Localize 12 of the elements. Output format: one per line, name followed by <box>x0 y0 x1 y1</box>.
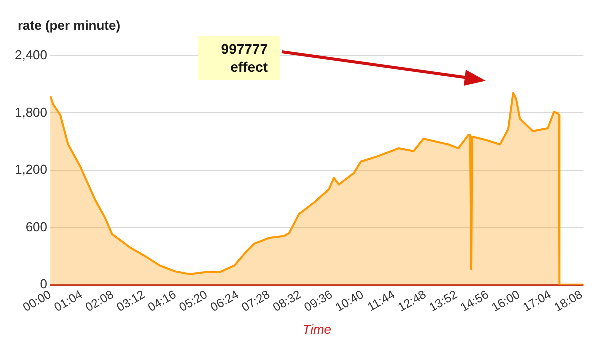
x-tick-label: 02:08 <box>83 287 116 315</box>
y-tick-label: 600 <box>26 219 48 234</box>
annotation: 997777 effect <box>198 36 280 80</box>
x-tick-label: 03:12 <box>114 287 148 315</box>
x-tick-label: 07:28 <box>239 287 273 315</box>
x-axis-title: Time <box>302 322 332 337</box>
y-tick-label: 2,400 <box>14 48 48 63</box>
y-tick-label: 1,200 <box>14 162 48 178</box>
x-tick-label: 08:32 <box>270 287 304 315</box>
y-tick-label: 1,800 <box>14 104 48 120</box>
chart-title: rate (per minute) <box>18 18 121 33</box>
x-tick-label: 05:20 <box>176 287 210 315</box>
